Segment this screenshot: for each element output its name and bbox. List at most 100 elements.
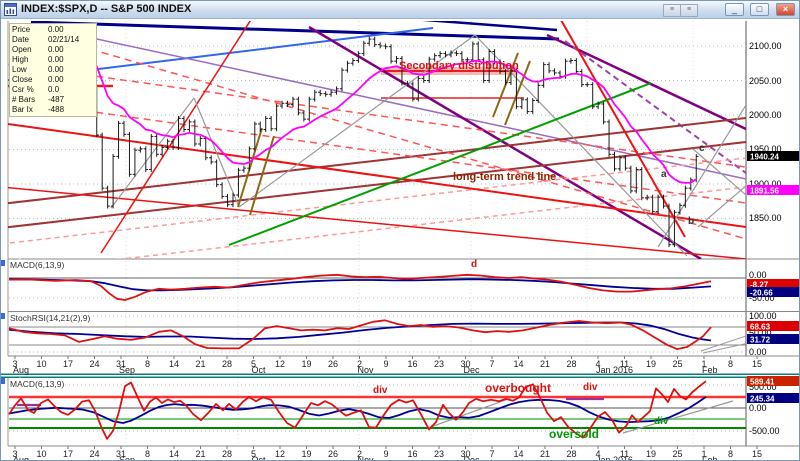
svg-text:-500.00: -500.00 [749,426,780,436]
svg-text:31.72: 31.72 [750,336,771,345]
svg-text:2000.00: 2000.00 [749,110,782,120]
svg-text:StochRSI(14,21(2),9): StochRSI(14,21(2),9) [10,313,90,323]
svg-text:21: 21 [195,359,205,369]
svg-text:a: a [661,169,667,180]
svg-text:Sep: Sep [119,365,135,375]
svg-text:Dec: Dec [464,365,481,375]
close-button[interactable]: × [776,3,795,16]
svg-text:10: 10 [36,449,46,459]
svg-text:Aug: Aug [13,365,29,375]
svg-text:0.00: 0.00 [749,403,767,413]
info-row-price: Price 0.00 [12,25,64,34]
svg-text:8: 8 [728,449,733,459]
svg-text:8: 8 [145,449,150,459]
price-panel[interactable]: Secondary distribution long-term trend li… [1,1,761,445]
svg-text:28: 28 [566,449,576,459]
svg-text:589.41: 589.41 [750,378,775,387]
macd-panel[interactable]: MACD(6,13,9) d [8,259,746,301]
price-grid [9,21,746,445]
svg-text:28: 28 [222,359,232,369]
svg-text:28: 28 [222,449,232,459]
info-row-open: Open 0.00 [12,45,64,54]
svg-text:24: 24 [89,359,99,369]
info-panel: Price 0.00 Date 02/21/14 Open 0.00 High 0.00… [9,23,97,117]
svg-text:Feb: Feb [702,455,718,461]
svg-text:16: 16 [407,449,417,459]
stochrsi-panel[interactable]: StochRSI(14,21(2),9) [8,312,758,354]
svg-text:12: 12 [275,359,285,369]
svg-text:11: 11 [620,359,629,369]
info-row-bars: # Bars -487 [12,95,65,104]
bottom-macd-panel-plot [8,380,746,440]
info-row-high: High 0.00 [12,55,64,64]
stochrsi-panel-plot [8,315,746,354]
window-title: INDEX:$SPX,D -- S&P 500 INDEX [21,3,192,15]
svg-text:25: 25 [672,359,682,369]
minimize-button[interactable]: _ [725,3,744,16]
svg-text:Secondary distribution: Secondary distribution [399,60,519,72]
svg-text:21: 21 [195,449,205,459]
maximize-button[interactable]: □ [750,3,769,16]
value-axis[interactable]: 2100.00 2050.00 2000.00 1950.00 1900.00 1850.… [747,41,799,436]
svg-text:16: 16 [407,359,417,369]
price-series [12,36,699,248]
svg-text:9: 9 [383,359,388,369]
svg-text:MACD(6,13,9): MACD(6,13,9) [10,379,64,389]
panel-frames [1,21,799,447]
bottom-macd-panel[interactable]: MACD(6,13,9) div overbought div oversold div [8,378,746,441]
svg-text:b: b [688,216,694,227]
svg-text:12: 12 [275,449,285,459]
info-row-close: Close 0.00 [12,75,64,84]
svg-text:7: 7 [489,359,494,369]
svg-text:9: 9 [383,449,388,459]
svg-text:23: 23 [434,449,444,459]
svg-text:14: 14 [513,359,523,369]
svg-text:oversold: oversold [549,427,599,441]
svg-text:2050.00: 2050.00 [749,76,782,86]
price-plot [8,21,746,259]
svg-text:div: div [373,385,388,396]
svg-text:Nov: Nov [358,455,375,461]
svg-text:2: 2 [357,449,362,459]
svg-text:1891.56: 1891.56 [750,187,779,196]
svg-text:0.00: 0.00 [749,347,767,357]
price-annotations: Secondary distribution long-term trend li… [399,60,705,227]
svg-text:21: 21 [540,359,550,369]
svg-text:2: 2 [357,359,362,369]
svg-text:0.00: 0.00 [749,270,767,280]
svg-text:19: 19 [301,449,311,459]
title-bar[interactable]: INDEX:$SPX,D -- S&P 500 INDEX ≡ ≡ _ □ × [1,1,799,19]
svg-text:overbought: overbought [485,381,551,395]
svg-text:5: 5 [251,449,256,459]
svg-text:14: 14 [169,359,179,369]
svg-text:21: 21 [540,449,550,459]
svg-text:14: 14 [169,449,179,459]
svg-text:-8.27: -8.27 [750,281,769,290]
svg-text:1: 1 [701,359,706,369]
svg-text:26: 26 [328,449,338,459]
svg-text:26: 26 [328,359,338,369]
toolbar-mini-button-2[interactable]: ≡ [680,4,698,17]
svg-text:4: 4 [595,359,600,369]
svg-text:1950.00: 1950.00 [749,144,782,154]
svg-text:Oct: Oct [252,365,267,375]
svg-text:4: 4 [595,449,600,459]
svg-text:-50.00: -50.00 [749,293,775,303]
svg-text:8: 8 [728,359,733,369]
svg-text:1900.00: 1900.00 [749,179,782,189]
svg-text:30: 30 [460,359,470,369]
svg-text:30: 30 [460,449,470,459]
svg-text:245.34: 245.34 [750,395,775,404]
svg-text:Nov: Nov [358,365,375,375]
macd-panel-plot [8,273,746,301]
svg-text:15: 15 [752,449,762,459]
info-row-date: Date 02/21/14 [12,35,80,44]
svg-text:-20.66: -20.66 [750,289,773,298]
svg-text:3: 3 [12,449,17,459]
trend-lines [8,21,746,259]
info-row-csr: Csr % 0.0 [12,85,60,94]
svg-text:div: div [583,382,598,393]
svg-text:Dec: Dec [464,455,481,461]
